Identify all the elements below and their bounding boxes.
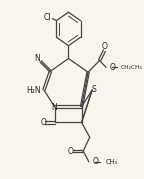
Text: O: O xyxy=(109,63,115,72)
Text: O: O xyxy=(40,118,46,127)
Text: CH₂CH₃: CH₂CH₃ xyxy=(121,65,143,70)
Text: H₂N: H₂N xyxy=(26,86,41,95)
Text: CH₃: CH₃ xyxy=(105,159,117,165)
Text: Cl: Cl xyxy=(44,13,51,22)
Text: N: N xyxy=(35,54,40,63)
Text: O: O xyxy=(68,147,74,156)
Text: O: O xyxy=(102,42,107,51)
Text: S: S xyxy=(91,86,96,95)
Text: O: O xyxy=(92,157,98,166)
Text: N: N xyxy=(51,103,57,112)
